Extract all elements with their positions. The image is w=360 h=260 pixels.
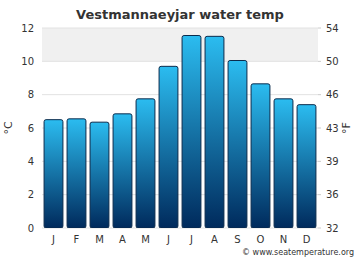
y2-tick-label: 36: [326, 189, 339, 200]
bar: [136, 99, 155, 228]
bar: [205, 36, 224, 228]
y-tick-label: 12: [21, 23, 34, 34]
y2-tick-label: 54: [326, 23, 339, 34]
y2-tick: [318, 161, 321, 162]
x-tick-label: N: [280, 234, 287, 245]
bar: [159, 66, 178, 228]
bar: [274, 99, 293, 228]
bar: [251, 84, 270, 228]
y2-tick: [318, 194, 321, 195]
bar: [182, 36, 201, 229]
credit: © www.seatemperature.org: [242, 248, 354, 257]
bar: [228, 61, 247, 229]
y2-tick: [318, 61, 321, 62]
y2-tick-label: 46: [326, 89, 339, 100]
x-tick-label: D: [303, 234, 311, 245]
y2-tick-label: 32: [326, 223, 339, 234]
y-tick-label: 4: [28, 156, 34, 167]
bar: [44, 120, 63, 228]
x-tick-label: J: [166, 234, 170, 245]
y2-tick-label: 50: [326, 56, 339, 67]
y2-tick: [318, 28, 321, 29]
x-tick-label: J: [51, 234, 55, 245]
x-tick-label: M: [141, 234, 150, 245]
y-tick-label: 10: [21, 56, 34, 67]
bar: [297, 105, 316, 228]
bar: [90, 122, 109, 228]
x-tick-label: F: [74, 234, 80, 245]
y2-tick-label: 43: [326, 123, 339, 134]
grid-line: [42, 94, 318, 95]
grid-line: [42, 61, 318, 62]
y2-tick: [318, 228, 321, 229]
x-tick-label: O: [257, 234, 265, 245]
y2-axis-label: °F: [340, 122, 353, 134]
x-tick-label: A: [119, 234, 126, 245]
bar: [113, 114, 132, 228]
bars: [44, 36, 316, 229]
y2-tick: [318, 94, 321, 95]
y-tick-label: 6: [28, 123, 34, 134]
y-axis-label: °C: [2, 121, 15, 135]
band: [42, 28, 318, 61]
bar: [67, 119, 86, 228]
x-tick-label: M: [95, 234, 104, 245]
y-tick-label: 2: [28, 189, 34, 200]
y2-tick-label: 39: [326, 156, 339, 167]
y2-tick: [318, 128, 321, 129]
grid-line: [42, 28, 318, 29]
x-tick-label: J: [189, 234, 193, 245]
x-tick-label: A: [211, 234, 218, 245]
y-tick-label: 0: [28, 223, 34, 234]
y-tick-label: 8: [28, 89, 34, 100]
chart: Vestmannaeyjar water temp024681012323639…: [0, 0, 360, 260]
x-tick-label: S: [234, 234, 240, 245]
title: Vestmannaeyjar water temp: [76, 7, 284, 22]
